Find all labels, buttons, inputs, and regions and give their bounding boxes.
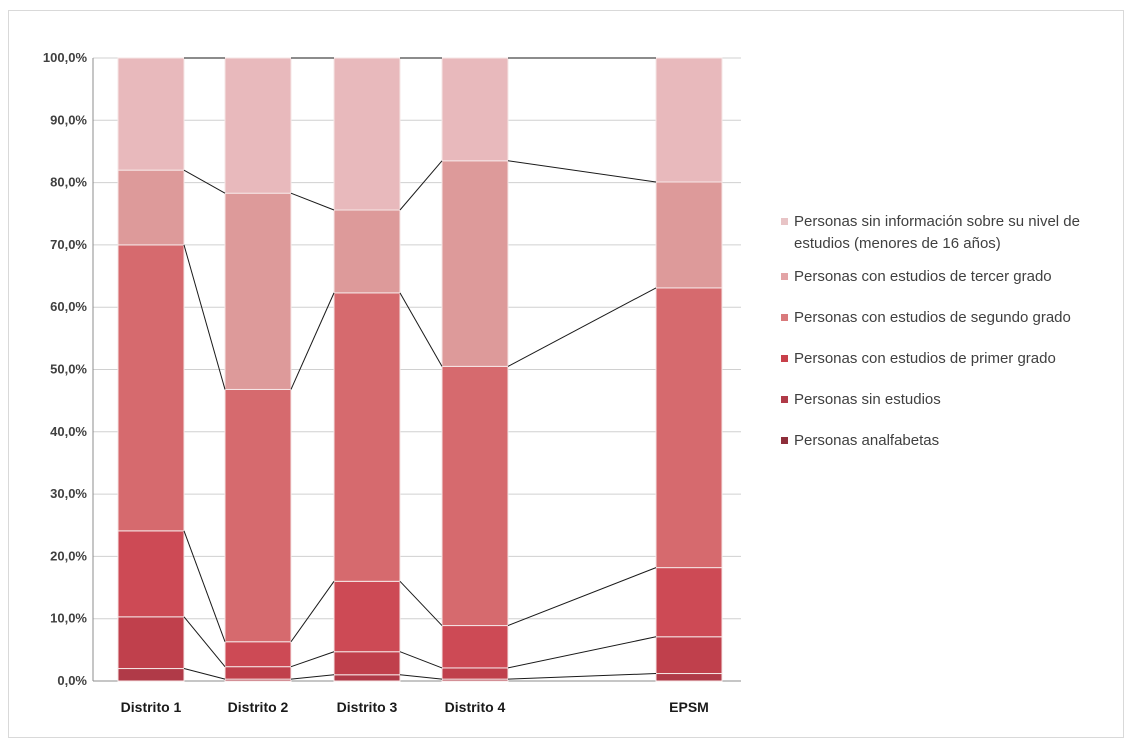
legend-swatch: [781, 218, 788, 225]
y-tick-label: 90,0%: [50, 112, 87, 127]
bar-segment: [333, 651, 401, 676]
bar-segment: [441, 667, 509, 680]
bar-segment: [333, 209, 401, 294]
bar-segment: [224, 641, 292, 668]
series-line: [183, 244, 226, 390]
y-tick-label: 10,0%: [50, 611, 87, 626]
series-line: [399, 674, 443, 680]
series-line: [290, 292, 335, 390]
bar-segment: [333, 292, 401, 582]
series-line: [507, 160, 657, 183]
legend-label: Personas sin información sobre su nivel …: [794, 213, 1080, 230]
bar-segment: [224, 192, 292, 390]
x-tick-label: Distrito 3: [337, 699, 398, 715]
series-line: [290, 674, 335, 680]
bar-segment: [441, 365, 509, 627]
grid-lines: [92, 57, 741, 682]
legend-item: Personas sin información sobre su nivel …: [781, 213, 1080, 252]
bar-segment: [655, 287, 723, 569]
series-line: [399, 160, 443, 211]
series-line: [399, 580, 443, 626]
series-line: [507, 567, 657, 627]
legend-item: Personas con estudios de segundo grado: [781, 309, 1071, 326]
x-tick-label: Distrito 2: [228, 699, 289, 715]
bar-segment: [441, 625, 509, 669]
bar-segment: [224, 57, 292, 194]
bar-segment: [224, 666, 292, 680]
bar-segment: [117, 616, 185, 670]
legend-item: Personas sin estudios: [781, 391, 941, 408]
series-line: [290, 651, 335, 668]
bar-segment: [117, 57, 185, 171]
y-tick-label: 80,0%: [50, 175, 87, 190]
legend-label: Personas sin estudios: [794, 391, 941, 408]
series-line: [507, 287, 657, 367]
bar-segment: [441, 57, 509, 162]
bar-segment: [655, 181, 723, 289]
series-line: [290, 581, 335, 643]
series-line: [183, 530, 226, 642]
bar-segment: [117, 244, 185, 532]
y-tick-label: 30,0%: [50, 486, 87, 501]
bar-segment: [333, 57, 401, 211]
x-tick-label: EPSM: [669, 699, 709, 715]
legend: Personas sin información sobre su nivel …: [781, 213, 1080, 449]
legend-item: Personas con estudios de primer grado: [781, 350, 1056, 367]
legend-swatch: [781, 355, 788, 362]
legend-swatch: [781, 396, 788, 403]
bar-segment: [655, 567, 723, 638]
bar-segment: [655, 636, 723, 675]
legend-label: Personas analfabetas: [794, 432, 939, 449]
y-tick-label: 20,0%: [50, 548, 87, 563]
legend-label: Personas con estudios de primer grado: [794, 350, 1056, 367]
y-tick-label: 50,0%: [50, 362, 87, 377]
bar-segment: [224, 388, 292, 643]
bar-segment: [117, 530, 185, 618]
series-line: [183, 169, 226, 194]
legend-swatch: [781, 437, 788, 444]
y-tick-label: 70,0%: [50, 237, 87, 252]
x-tick-label: Distrito 4: [445, 699, 506, 715]
bar-segment: [117, 668, 185, 682]
y-tick-label: 40,0%: [50, 424, 87, 439]
series-line: [507, 636, 657, 669]
legend-item: Personas con estudios de tercer grado: [781, 268, 1052, 285]
legend-swatch: [781, 273, 788, 280]
series-line: [183, 668, 226, 680]
bar-segment: [333, 674, 401, 682]
legend-label: Personas con estudios de segundo grado: [794, 309, 1071, 326]
series-line: [399, 292, 443, 367]
y-tick-label: 60,0%: [50, 299, 87, 314]
stacked-bar-chart: 0,0% 10,0% 20,0% 30,0% 40,0% 50,0% 60,0% 70,0% 8…: [43, 50, 1080, 715]
series-line: [507, 673, 657, 680]
bar-segment: [117, 169, 185, 246]
bar-segment: [655, 57, 723, 183]
y-axis-ticks: 0,0% 10,0% 20,0% 30,0% 40,0% 50,0% 60,0% 70,0% 8…: [43, 50, 88, 688]
legend-item: Personas analfabetas: [781, 432, 939, 449]
bar-segment: [655, 673, 723, 682]
y-tick-label: 100,0%: [43, 50, 88, 65]
series-line: [399, 651, 443, 669]
legend-label: Personas con estudios de tercer grado: [794, 268, 1052, 285]
series-lines: [183, 57, 657, 680]
chart-frame: 0,0% 10,0% 20,0% 30,0% 40,0% 50,0% 60,0% 70,0% 8…: [8, 10, 1124, 738]
legend-swatch: [781, 314, 788, 321]
x-axis-ticks: Distrito 1 Distrito 2 Distrito 3 Distrito 4…: [121, 699, 709, 715]
x-tick-label: Distrito 1: [121, 699, 182, 715]
series-line: [183, 616, 226, 667]
y-tick-label: 0,0%: [57, 673, 87, 688]
bars: [117, 57, 723, 682]
bar-segment: [441, 160, 509, 367]
legend-label: estudios (menores de 16 años): [794, 235, 1001, 252]
series-line: [290, 192, 335, 211]
bar-segment: [333, 580, 401, 653]
